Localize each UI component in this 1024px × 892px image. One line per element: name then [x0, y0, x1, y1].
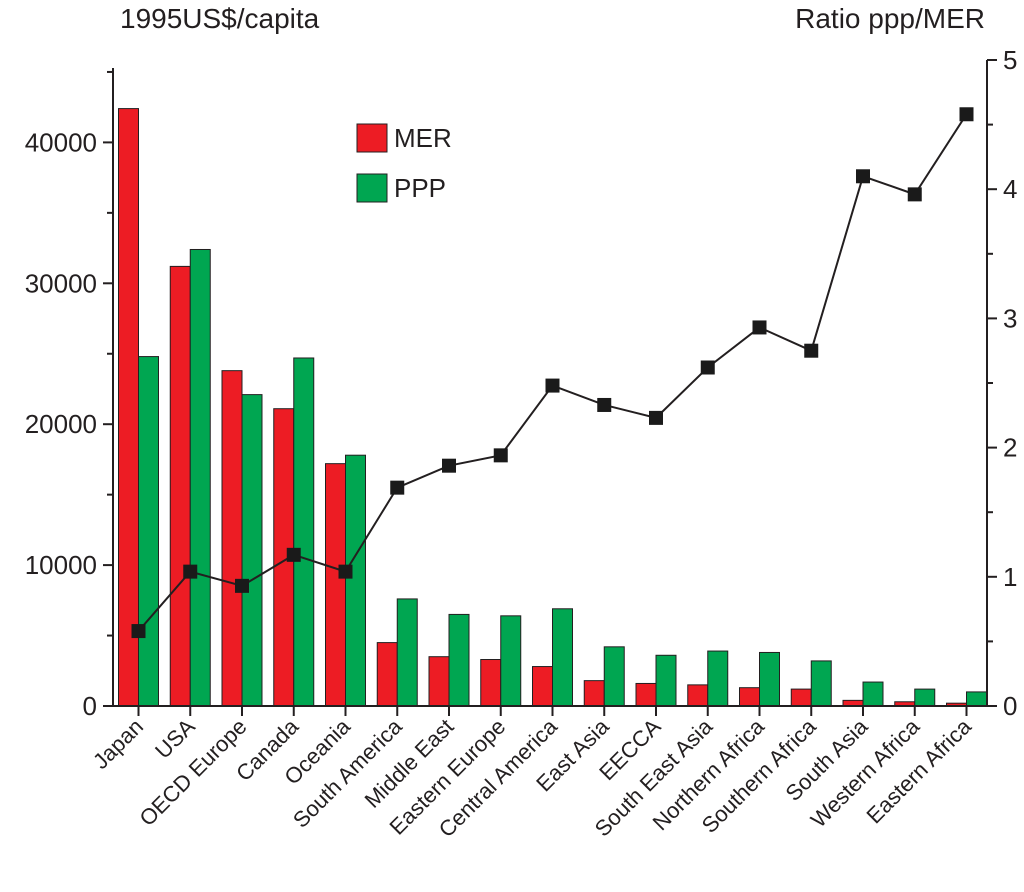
ratio-marker-1 — [183, 564, 198, 579]
ratio-marker-11 — [700, 360, 715, 375]
left-tick-label: 10000 — [25, 550, 97, 580]
bar-ppp-0 — [138, 356, 159, 707]
bar-ppp-4 — [345, 454, 366, 707]
ratio-marker-5 — [390, 480, 405, 495]
right-tick-label: 3 — [1003, 303, 1017, 333]
bar-ppp-6 — [448, 613, 470, 707]
ratio-marker-8 — [545, 378, 560, 393]
ratio-marker-2 — [235, 578, 249, 593]
bar-mer-9 — [583, 680, 605, 707]
bar-mer-13 — [790, 688, 812, 707]
ratio-marker-0 — [131, 624, 146, 639]
bar-mer-12 — [739, 687, 760, 707]
bar-ppp-3 — [293, 357, 315, 707]
left-axis-title: 1995US$/capita — [120, 3, 320, 34]
bar-ppp-1 — [189, 248, 211, 707]
left-tick-label: 30000 — [25, 268, 97, 298]
ratio-line-layer — [131, 107, 974, 639]
bar-ppp-11 — [707, 650, 729, 707]
ratio-marker-16 — [959, 107, 974, 122]
right-tick-label: 2 — [1003, 433, 1017, 463]
ratio-marker-4 — [338, 564, 353, 579]
bar-ppp-10 — [655, 654, 677, 707]
ratio-marker-15 — [907, 187, 922, 202]
bar-mer-8 — [532, 666, 553, 707]
right-tick-label: 5 — [1003, 45, 1017, 75]
bar-ppp-2 — [241, 394, 263, 707]
legend-swatch-ppp — [356, 173, 388, 203]
bar-ppp-8 — [552, 608, 573, 707]
ratio-marker-6 — [442, 458, 456, 473]
ratio-marker-12 — [752, 320, 767, 335]
right-tick-label: 4 — [1003, 174, 1017, 204]
left-tick-label: 0 — [83, 691, 97, 721]
bar-mer-0 — [118, 108, 139, 707]
ratio-marker-3 — [286, 547, 301, 562]
bar-ppp-9 — [603, 646, 625, 707]
bar-mer-4 — [325, 463, 346, 707]
ratio-marker-7 — [493, 448, 508, 463]
ratio-marker-13 — [804, 343, 819, 358]
legend-label-ppp: PPP — [394, 173, 446, 203]
legend-swatch-mer — [356, 123, 388, 153]
bar-ppp-7 — [500, 615, 522, 707]
bar-mer-10 — [635, 682, 657, 707]
bar-mer-5 — [376, 642, 398, 707]
bar-mer-2 — [221, 370, 243, 707]
bar-ppp-13 — [810, 660, 832, 707]
ratio-line — [137, 113, 968, 632]
legend-label-mer: MER — [394, 123, 452, 153]
bar-mer-6 — [428, 656, 450, 707]
right-tick-label: 0 — [1003, 691, 1017, 721]
legend: MER PPP — [356, 123, 452, 203]
right-tick-label: 1 — [1003, 562, 1017, 592]
ratio-marker-9 — [597, 397, 612, 412]
left-tick-label: 40000 — [25, 127, 97, 157]
category-label: Japan — [88, 714, 148, 774]
bar-ppp-5 — [396, 598, 418, 707]
bars-layer — [118, 108, 987, 707]
ratio-marker-14 — [856, 169, 870, 184]
left-tick-label: 20000 — [25, 409, 97, 439]
right-axis-title: Ratio ppp/MER — [795, 3, 985, 34]
bar-mer-7 — [480, 659, 502, 707]
bar-mer-11 — [687, 684, 709, 707]
bar-mer-1 — [169, 265, 191, 707]
bar-ppp-12 — [759, 651, 780, 707]
ratio-marker-10 — [649, 410, 663, 425]
bar-ppp-15 — [914, 688, 936, 707]
bar-ppp-16 — [966, 691, 987, 707]
bar-ppp-14 — [862, 681, 884, 707]
